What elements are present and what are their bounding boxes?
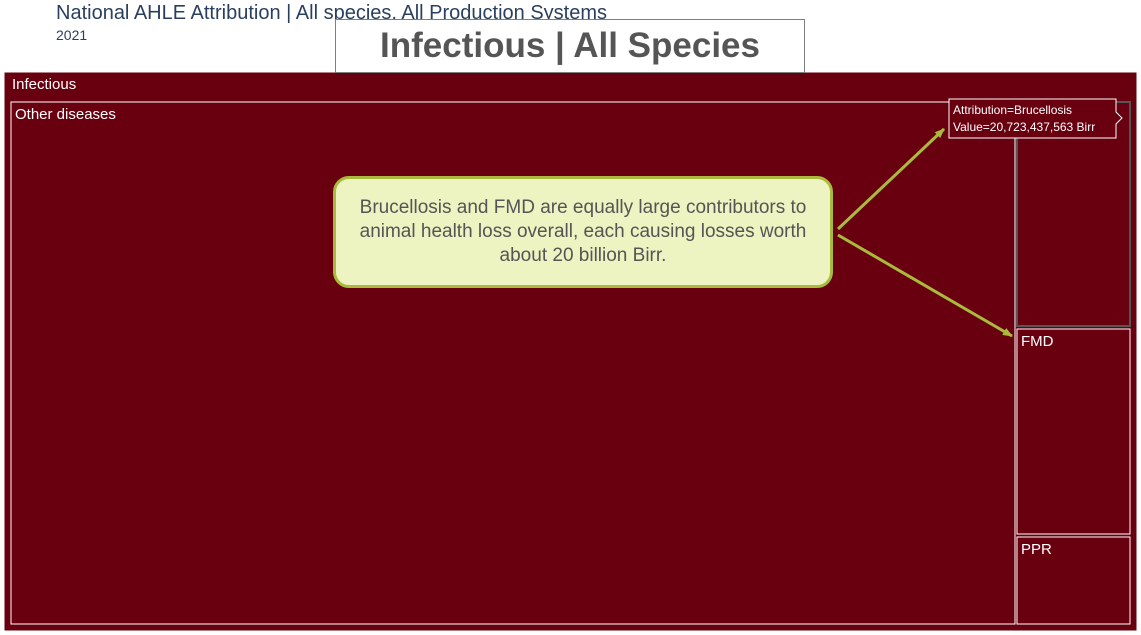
tile-label-ppr: PPR [1021, 541, 1052, 558]
hover-tooltip-value: Value=20,723,437,563 Birr [953, 120, 1095, 134]
treemap-tile-fmd[interactable] [1016, 328, 1131, 535]
treemap-tile-ppr[interactable] [1016, 536, 1131, 625]
chart-header-title: National AHLE Attribution | All species,… [56, 2, 608, 24]
annotation-callout-text: Brucellosis and FMD are equally large co… [359, 197, 807, 266]
tile-label-infectious: Infectious [12, 76, 76, 93]
annotation-callout: Brucellosis and FMD are equally large co… [333, 176, 833, 288]
hover-tooltip-attribution: Attribution=Brucellosis [953, 103, 1072, 117]
callout-arrow-brucellosis [836, 127, 946, 231]
tile-label-fmd: FMD [1021, 333, 1054, 350]
treemap-tile-brucellosis[interactable] [1016, 101, 1131, 327]
chart-header-year: 2021 [56, 27, 88, 43]
chart-title-box: Infectious | All Species [335, 19, 805, 73]
hover-tooltip-box [948, 98, 1123, 139]
callout-arrow-fmd [837, 233, 1013, 338]
hover-tooltip: Attribution=Brucellosis Value=20,723,437… [948, 98, 1123, 139]
tile-label-other-diseases: Other diseases [15, 106, 116, 123]
